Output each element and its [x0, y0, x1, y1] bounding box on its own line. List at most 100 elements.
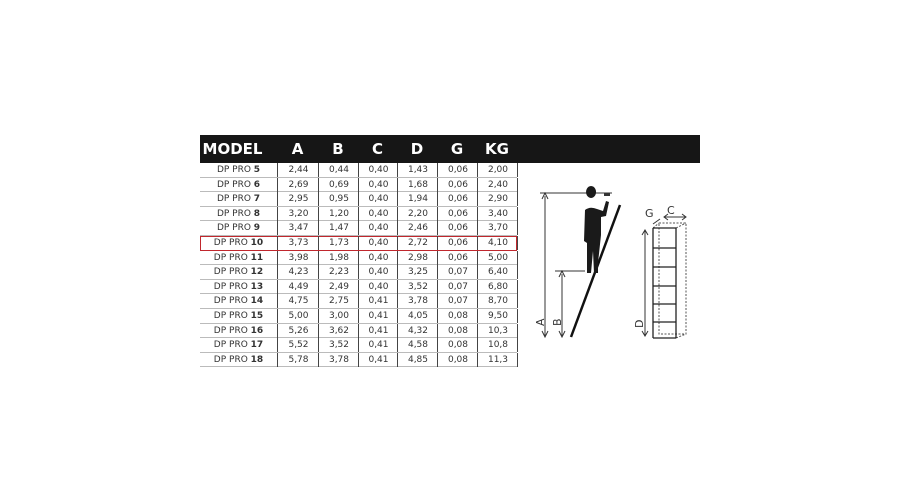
column-header-d: D — [410, 140, 424, 158]
model-prefix: DP PRO — [213, 252, 248, 263]
value-cell-c: 0,40 — [358, 177, 398, 192]
model-cell: DP PRO 7 — [200, 192, 277, 206]
value-cell-d: 4,58 — [397, 338, 438, 353]
value-cell-g: 0,08 — [437, 352, 478, 367]
value-cell-c: 0,41 — [358, 323, 398, 338]
model-prefix: DP PRO — [213, 340, 248, 351]
model-prefix: DP PRO — [213, 281, 248, 292]
model-prefix: DP PRO — [216, 208, 251, 219]
value-cell-g: 0,08 — [437, 308, 478, 323]
model-cell: DP PRO 12 — [200, 265, 277, 279]
model-prefix: DP PRO — [213, 267, 248, 278]
value-cell-kg: 8,70 — [477, 294, 518, 309]
model-prefix: DP PRO — [216, 179, 251, 190]
value-cell-a: 3,47 — [277, 221, 319, 236]
column-header-g: G — [450, 140, 464, 158]
value-cell-kg: 11,3 — [477, 352, 518, 367]
value-cell-g: 0,06 — [437, 177, 478, 192]
value-cell-kg: 2,00 — [477, 163, 518, 177]
model-prefix: DP PRO — [213, 296, 248, 307]
column-header-c: C — [371, 140, 383, 158]
value-cell-d: 4,85 — [397, 352, 438, 367]
value-cell-b: 3,62 — [318, 323, 359, 338]
model-cell: DP PRO 15 — [200, 309, 277, 323]
model-prefix: DP PRO — [216, 223, 251, 234]
value-cell-d: 2,46 — [397, 221, 438, 236]
model-cell: DP PRO 13 — [200, 280, 277, 294]
person-silhouette-icon — [584, 186, 609, 273]
model-cell: DP PRO 11 — [200, 251, 277, 265]
value-cell-c: 0,40 — [358, 221, 398, 236]
table-row: DP PRO 12 4,23 2,23 0,40 3,25 0,07 6,40 — [200, 265, 518, 280]
model-number: 9 — [253, 223, 261, 234]
value-cell-d: 2,20 — [397, 206, 438, 221]
model-number: 13 — [250, 281, 264, 292]
cell-border — [517, 323, 518, 338]
table-row: DP PRO 13 4,49 2,49 0,40 3,52 0,07 6,80 — [200, 279, 518, 295]
value-cell-a: 5,78 — [277, 352, 319, 367]
value-cell-c: 0,41 — [358, 352, 398, 367]
table-row: DP PRO 16 5,26 3,62 0,41 4,32 0,08 10,3 — [200, 323, 518, 339]
value-cell-c: 0,40 — [358, 235, 398, 250]
value-cell-d: 3,52 — [397, 279, 438, 294]
cell-border — [517, 192, 518, 207]
cell-border — [517, 250, 518, 265]
value-cell-kg: 3,70 — [477, 221, 518, 236]
model-number: 17 — [250, 340, 264, 351]
model-cell: DP PRO 14 — [200, 294, 277, 308]
table-row: DP PRO 18 5,78 3,78 0,41 4,85 0,08 11,3 — [200, 352, 518, 368]
value-cell-d: 3,25 — [397, 265, 438, 280]
paint-roller-icon — [604, 193, 610, 196]
table-row: DP PRO 14 4,75 2,75 0,41 3,78 0,07 8,70 — [200, 294, 518, 309]
value-cell-a: 5,52 — [277, 338, 319, 353]
value-cell-kg: 5,00 — [477, 250, 518, 265]
value-cell-a: 3,73 — [277, 235, 319, 250]
value-cell-kg: 6,40 — [477, 265, 518, 280]
value-cell-g: 0,07 — [437, 265, 478, 280]
value-cell-kg: 4,10 — [477, 235, 518, 250]
value-cell-a: 4,49 — [277, 279, 319, 294]
value-cell-a: 3,98 — [277, 250, 319, 265]
model-cell: DP PRO 17 — [200, 338, 277, 352]
value-cell-b: 2,49 — [318, 279, 359, 294]
table-row: DP PRO 15 5,00 3,00 0,41 4,05 0,08 9,50 — [200, 308, 518, 324]
model-prefix: DP PRO — [216, 194, 251, 205]
value-cell-b: 1,73 — [318, 235, 359, 250]
value-cell-c: 0,40 — [358, 192, 398, 207]
value-cell-a: 4,23 — [277, 265, 319, 280]
value-cell-b: 1,20 — [318, 206, 359, 221]
value-cell-c: 0,40 — [358, 265, 398, 280]
value-cell-b: 3,78 — [318, 352, 359, 367]
cell-border — [517, 352, 518, 367]
value-cell-kg: 10,3 — [477, 323, 518, 338]
label-d: D — [633, 320, 646, 328]
model-number: 5 — [253, 165, 261, 175]
model-prefix: DP PRO — [213, 237, 248, 248]
model-number: 10 — [250, 237, 264, 248]
column-header-b: B — [332, 140, 344, 158]
model-cell: DP PRO 8 — [200, 207, 277, 221]
cell-border — [517, 338, 518, 353]
value-cell-d: 1,94 — [397, 192, 438, 207]
model-number: 18 — [250, 354, 264, 365]
model-cell: DP PRO 18 — [200, 353, 277, 367]
column-header-kg: KG — [485, 140, 509, 158]
model-cell: DP PRO 9 — [200, 221, 277, 235]
cell-border — [517, 206, 518, 221]
value-cell-d: 4,32 — [397, 323, 438, 338]
value-cell-c: 0,40 — [358, 206, 398, 221]
value-cell-kg: 9,50 — [477, 308, 518, 323]
value-cell-c: 0,41 — [358, 308, 398, 323]
cell-border — [517, 308, 518, 323]
value-cell-g: 0,07 — [437, 294, 478, 309]
table-row: DP PRO 17 5,52 3,52 0,41 4,58 0,08 10,8 — [200, 338, 518, 353]
value-cell-c: 0,40 — [358, 279, 398, 294]
value-cell-b: 1,47 — [318, 221, 359, 236]
table-row: DP PRO 9 3,47 1,47 0,40 2,46 0,06 3,70 — [200, 221, 518, 236]
label-g: G — [645, 207, 654, 220]
value-cell-kg: 2,90 — [477, 192, 518, 207]
model-number: 16 — [250, 325, 264, 336]
cell-border — [517, 177, 518, 192]
value-cell-g: 0,06 — [437, 221, 478, 236]
